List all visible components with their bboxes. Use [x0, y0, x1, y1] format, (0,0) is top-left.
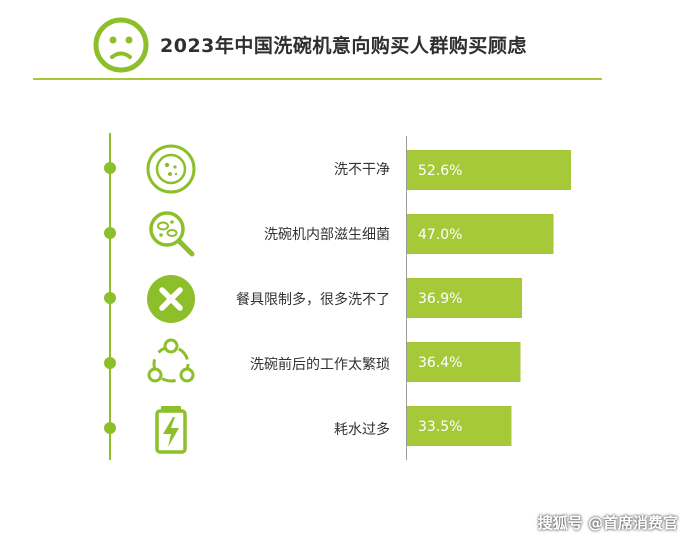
category-label: 耗水过多: [334, 422, 390, 438]
timeline-dot: [104, 422, 116, 434]
workflow-cycle-icon: [147, 338, 195, 383]
chart-header: 2023年中国洗碗机意向购买人群购买顾虑: [0, 0, 690, 90]
bar: [407, 406, 512, 446]
timeline-dot: [104, 227, 116, 239]
battery-charge-icon: [155, 406, 187, 454]
timeline-dot: [104, 357, 116, 369]
x-circle-icon: [147, 275, 195, 323]
dirty-plate-icon: [146, 144, 196, 194]
category-label: 洗不干净: [334, 162, 390, 178]
bar-value-label: 52.6%: [418, 163, 462, 179]
bar: [407, 214, 554, 254]
bar-value-label: 36.9%: [418, 291, 462, 307]
bar-value-label: 47.0%: [418, 227, 462, 243]
bacteria-magnifier-icon: [149, 211, 195, 257]
chart-title: 2023年中国洗碗机意向购买人群购买顾虑: [160, 35, 527, 57]
category-label: 餐具限制多，很多洗不了: [236, 292, 390, 308]
value-axis-line: [406, 136, 407, 460]
bar: [407, 278, 523, 318]
watermark: 搜狐号 @首席消费官: [537, 514, 678, 532]
timeline-dot: [104, 162, 116, 174]
bar: [407, 342, 521, 382]
header-divider: [33, 78, 602, 80]
category-label: 洗碗前后的工作太繁琐: [250, 357, 390, 373]
bar-value-label: 33.5%: [418, 419, 462, 435]
timeline-dot: [104, 292, 116, 304]
sad-face-icon: [93, 17, 149, 73]
bar: [407, 150, 571, 190]
bar-value-label: 36.4%: [418, 355, 462, 371]
category-label: 洗碗机内部滋生细菌: [264, 227, 390, 243]
